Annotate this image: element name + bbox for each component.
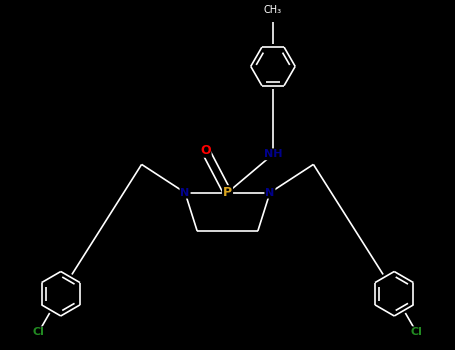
Text: Cl: Cl [410, 327, 422, 337]
Text: CH₃: CH₃ [264, 5, 282, 15]
Text: P: P [223, 186, 232, 199]
Text: N: N [265, 188, 274, 198]
Text: NH: NH [264, 149, 282, 159]
Text: N: N [181, 188, 190, 198]
Text: O: O [200, 144, 211, 157]
Text: Cl: Cl [33, 327, 45, 337]
